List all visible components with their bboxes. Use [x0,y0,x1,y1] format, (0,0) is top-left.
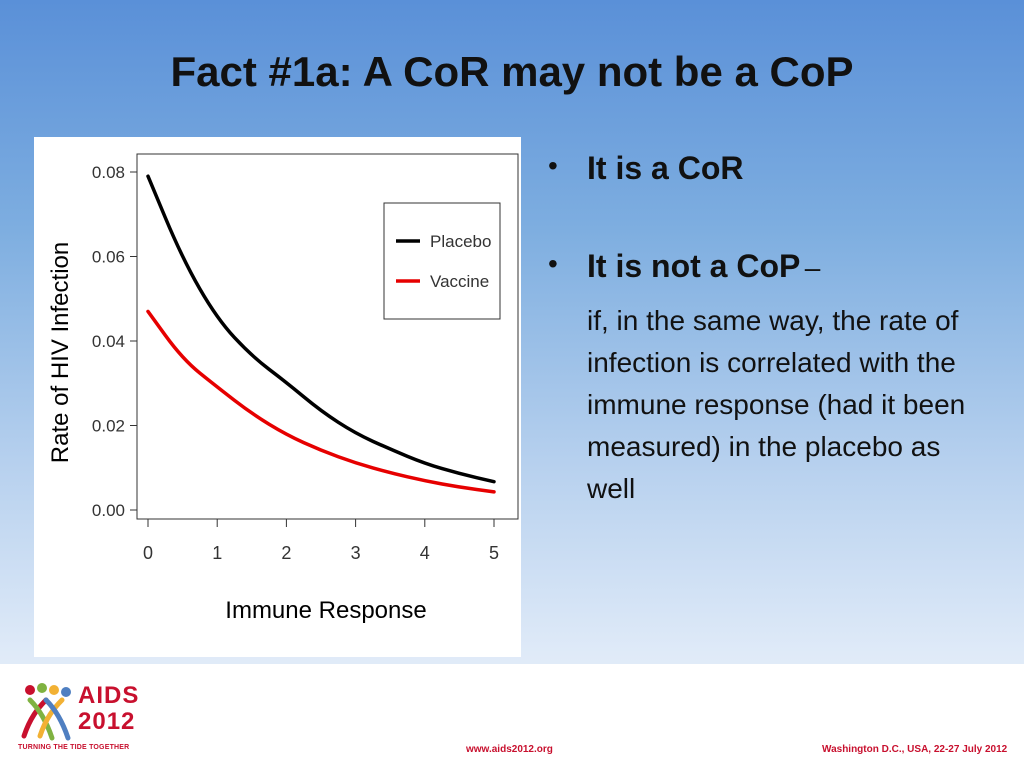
footer-url[interactable]: www.aids2012.org [466,744,553,755]
y-tick-label: 0.04 [92,332,125,351]
bullet-dot-icon: • [548,150,558,181]
y-tick-label: 0.08 [92,163,125,182]
logo-tagline: TURNING THE TIDE TOGETHER [18,744,130,751]
legend-label-vaccine: Vaccine [430,272,489,291]
x-tick-label: 0 [143,543,153,563]
x-tick-label: 2 [281,543,291,563]
x-axis-label: Immune Response [225,597,426,624]
bullet-text: It is a CoR [587,150,744,186]
bullet-dash: – [804,252,821,283]
y-tick-label: 0.06 [92,248,125,267]
logo-text-aids: AIDS [78,682,140,709]
slide-title: Fact #1a: A CoR may not be a CoP [170,48,854,95]
x-tick-label: 4 [420,543,430,563]
bullet-item-2: • It is not a CoP – if, in the same way,… [548,246,988,510]
bullet-text: It is not a CoP [587,248,801,284]
series-line-vaccine [146,309,496,494]
y-tick-label: 0.02 [92,417,125,436]
logo-text-year: 2012 [78,708,136,735]
bullet-subtext: if, in the same way, the rate of infecti… [587,305,966,504]
x-tick-label: 1 [212,543,222,563]
footer-date: Washington D.C., USA, 22-27 July 2012 [822,744,1008,755]
plot-frame [136,153,519,520]
x-tick-label: 3 [351,543,361,563]
series-line-placebo [146,174,496,484]
x-tick-label: 5 [489,543,499,563]
y-axis-label: Rate of HIV Infection [47,242,74,463]
legend-label-placebo: Placebo [430,232,491,251]
aids2012-logo-icon [21,683,71,741]
chart-panel: 0.00 0.02 0.04 0.06 0.08 0 1 2 3 4 5 Placebo Vaccine… [34,137,521,657]
line-chart: 0.00 0.02 0.04 0.06 0.08 0 1 2 3 4 5 Placebo Vaccine… [47,153,519,624]
footer-band [0,664,1024,768]
bullet-dot-icon: • [548,248,558,279]
bullet-item-1: • It is a CoR [548,148,988,188]
y-tick-label: 0.00 [92,501,125,520]
legend-box [383,202,501,320]
bullet-list: • It is a CoR • It is not a CoP – if, in… [548,148,988,510]
